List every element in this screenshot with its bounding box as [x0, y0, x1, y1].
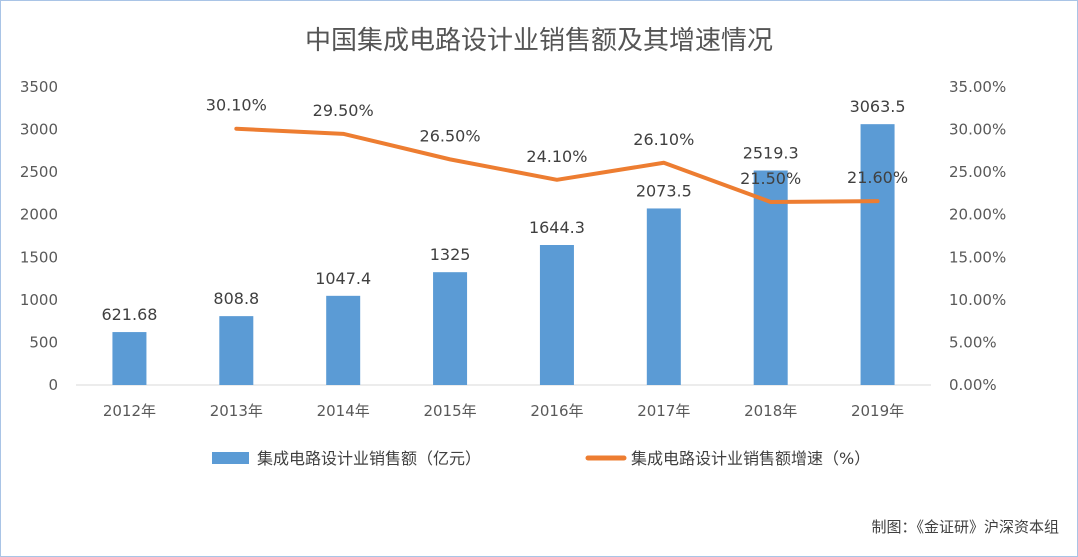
line-data-label: 26.50%	[420, 126, 481, 145]
bar-data-label: 1047.4	[315, 269, 371, 288]
bar	[753, 170, 788, 385]
x-tick-label: 2018年	[744, 402, 797, 420]
bar-data-label: 1325	[430, 245, 471, 264]
right-tick-label: 30.00%	[949, 121, 1006, 139]
x-tick-label: 2016年	[530, 402, 583, 420]
right-tick-label: 35.00%	[949, 78, 1006, 96]
right-tick-label: 10.00%	[949, 291, 1006, 309]
bar-data-label: 3063.5	[850, 97, 906, 116]
right-axis: 0.00% 5.00% 10.00% 15.00% 20.00% 25.00% 30.00%…	[949, 78, 1006, 394]
bar-series	[112, 124, 895, 385]
right-tick-label: 15.00%	[949, 248, 1006, 266]
x-tick-label: 2017年	[637, 402, 690, 420]
x-tick-label: 2019年	[851, 402, 904, 420]
legend-bar-swatch	[212, 452, 249, 464]
left-axis: 0 500 1000 1500 2000 2500 3000 3500	[20, 78, 58, 394]
left-tick-label: 3000	[20, 121, 58, 139]
bar	[219, 316, 254, 385]
x-tick-label: 2013年	[210, 402, 263, 420]
chart-title: 中国集成电路设计业销售额及其增速情况	[305, 26, 773, 56]
left-tick-label: 2500	[20, 163, 58, 181]
line-data-label: 21.50%	[740, 169, 801, 188]
left-tick-label: 500	[29, 333, 58, 351]
right-tick-label: 25.00%	[949, 163, 1006, 181]
bar	[539, 244, 574, 385]
x-tick-label: 2012年	[103, 402, 156, 420]
bar	[112, 332, 147, 385]
left-tick-label: 2000	[20, 206, 58, 224]
x-tick-label: 2015年	[423, 402, 476, 420]
bar-data-label: 2519.3	[743, 143, 799, 162]
left-tick-label: 1500	[20, 248, 58, 266]
legend-bar-label: 集成电路设计业销售额（亿元）	[257, 449, 481, 468]
left-tick-label: 0	[48, 376, 58, 394]
line-data-label: 30.10%	[206, 96, 267, 115]
line-series	[234, 126, 880, 204]
bar	[433, 272, 468, 385]
bar-data-label: 1644.3	[529, 218, 585, 237]
right-tick-label: 20.00%	[949, 206, 1006, 224]
line-data-label: 21.60%	[847, 168, 908, 187]
bar	[646, 208, 681, 385]
legend-line-label: 集成电路设计业销售额增速（%）	[631, 449, 870, 468]
right-tick-label: 5.00%	[949, 333, 997, 351]
x-axis: 2012年 2013年 2014年 2015年 2016年 2017年 2018年 2019年	[103, 402, 904, 420]
bar-data-label: 808.8	[213, 289, 259, 308]
bar	[326, 295, 361, 385]
left-tick-label: 1000	[20, 291, 58, 309]
line-data-label: 29.50%	[313, 101, 374, 120]
line-data-labels: 30.10% 29.50% 26.50% 24.10% 26.10% 21.50% 21.6…	[206, 96, 908, 188]
bar	[860, 124, 895, 385]
left-tick-label: 3500	[20, 78, 58, 96]
bar-data-label: 621.68	[101, 305, 157, 324]
bar-data-label: 2073.5	[636, 181, 692, 200]
line-data-label: 24.10%	[526, 147, 587, 166]
right-tick-label: 0.00%	[949, 376, 997, 394]
legend: 集成电路设计业销售额（亿元） 集成电路设计业销售额增速（%）	[212, 449, 870, 468]
x-tick-label: 2014年	[317, 402, 370, 420]
source-note: 制图：《金证研》沪深资本组	[871, 518, 1059, 536]
bar-data-labels: 621.68808.81047.413251644.32073.52519.33…	[101, 97, 905, 324]
line-data-label: 26.10%	[633, 130, 694, 149]
